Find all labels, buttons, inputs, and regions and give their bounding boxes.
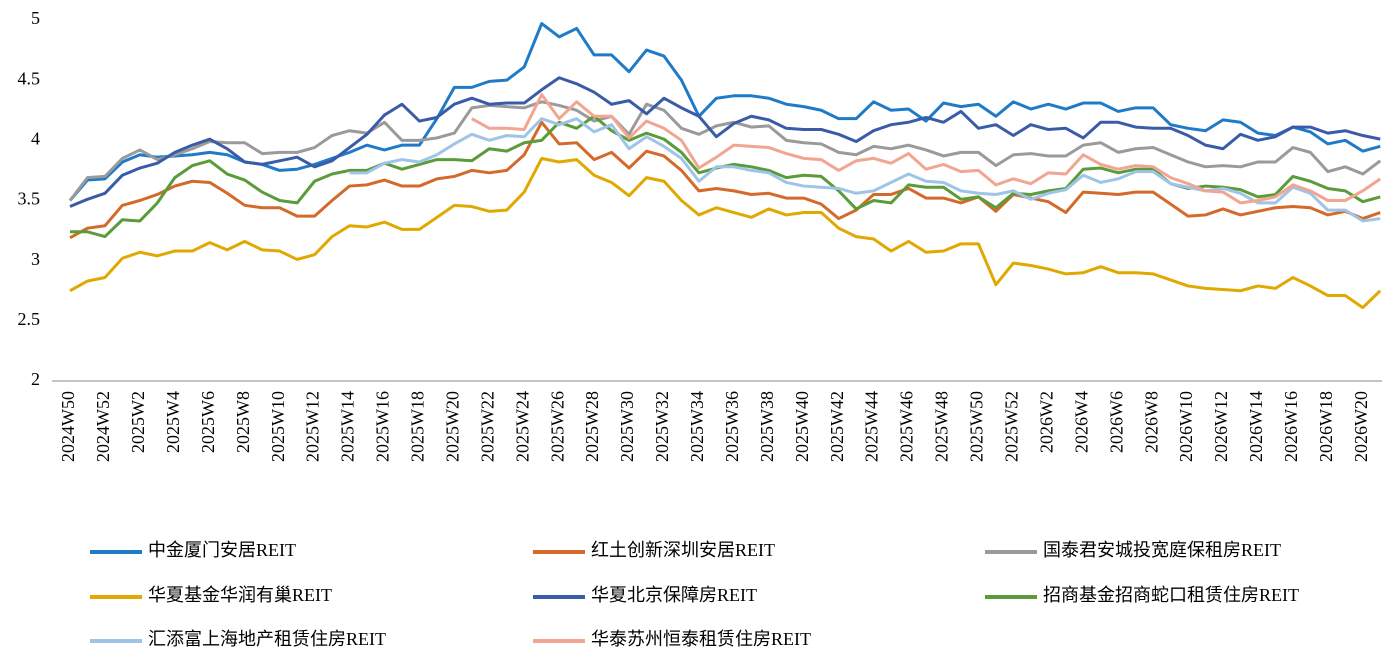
y-tick-label: 5 — [31, 8, 40, 28]
x-tick-label: 2025W30 — [617, 391, 637, 462]
x-tick-label: 2025W28 — [582, 391, 602, 462]
x-tick-label: 2026W12 — [1211, 391, 1231, 462]
legend-label: 招商基金招商蛇口租赁住房REIT — [1043, 585, 1299, 605]
x-tick-label: 2025W4 — [163, 391, 183, 453]
y-tick-label: 2 — [31, 369, 40, 389]
series-line — [69, 156, 1382, 310]
series-line — [471, 93, 1382, 205]
x-tick-label: 2025W40 — [792, 391, 812, 462]
x-tick-label: 2025W34 — [687, 391, 707, 462]
x-tick-label: 2025W36 — [722, 391, 742, 462]
y-tick-label: 4 — [31, 128, 40, 148]
x-tick-label: 2025W8 — [233, 391, 253, 453]
x-tick-label: 2026W8 — [1141, 391, 1161, 453]
x-tick-label: 2025W10 — [268, 391, 288, 462]
y-tick-label: 4.5 — [18, 68, 41, 88]
x-tick-label: 2025W50 — [967, 391, 987, 462]
x-tick-label: 2026W18 — [1316, 391, 1336, 462]
legend-label: 中金厦门安居REIT — [148, 540, 296, 560]
x-tick-label: 2025W2 — [128, 391, 148, 453]
x-tick-label: 2025W44 — [862, 391, 882, 462]
x-tick-label: 2025W16 — [373, 391, 393, 462]
y-tick-label: 3.5 — [18, 189, 41, 209]
x-tick-label: 2024W50 — [58, 391, 78, 462]
x-tick-label: 2025W48 — [932, 391, 952, 462]
x-tick-label: 2026W10 — [1176, 391, 1196, 462]
legend-label: 汇添富上海地产租赁住房REIT — [148, 629, 386, 649]
x-tick-label: 2025W42 — [827, 391, 847, 462]
x-tick-label: 2025W32 — [652, 391, 672, 462]
x-tick-label: 2026W14 — [1246, 391, 1266, 462]
legend-label: 国泰君安城投宽庭保租房REIT — [1043, 540, 1281, 560]
y-tick-label: 3 — [31, 249, 40, 269]
x-tick-label: 2026W4 — [1071, 391, 1091, 453]
x-tick-label: 2025W14 — [338, 391, 358, 462]
x-tick-label: 2024W52 — [93, 391, 113, 462]
series-line — [69, 120, 1381, 240]
x-tick-label: 2025W46 — [897, 391, 917, 462]
x-tick-label: 2026W2 — [1036, 391, 1056, 453]
x-tick-label: 2026W6 — [1106, 391, 1126, 453]
series-line — [69, 76, 1381, 208]
x-tick-label: 2025W26 — [547, 391, 567, 462]
x-tick-label: 2026W20 — [1351, 391, 1371, 462]
legend-label: 红土创新深圳安居REIT — [591, 540, 775, 560]
x-tick-label: 2025W20 — [442, 391, 462, 462]
legend-label: 华泰苏州恒泰租赁住房REIT — [591, 629, 811, 649]
x-tick-label: 2025W6 — [198, 391, 218, 453]
series-line — [68, 100, 1382, 202]
legend-label: 华夏北京保障房REIT — [591, 585, 757, 605]
x-tick-label: 2025W52 — [1002, 391, 1022, 462]
legend-label: 华夏基金华润有巢REIT — [148, 585, 332, 605]
x-tick-label: 2025W22 — [477, 391, 497, 462]
x-tick-label: 2025W38 — [757, 391, 777, 462]
series-line — [68, 22, 1381, 202]
y-tick-label: 2.5 — [18, 309, 41, 329]
x-tick-label: 2025W12 — [303, 391, 323, 462]
x-tick-label: 2026W16 — [1281, 391, 1301, 462]
x-tick-label: 2025W18 — [408, 391, 428, 462]
x-tick-label: 2025W24 — [512, 391, 532, 462]
